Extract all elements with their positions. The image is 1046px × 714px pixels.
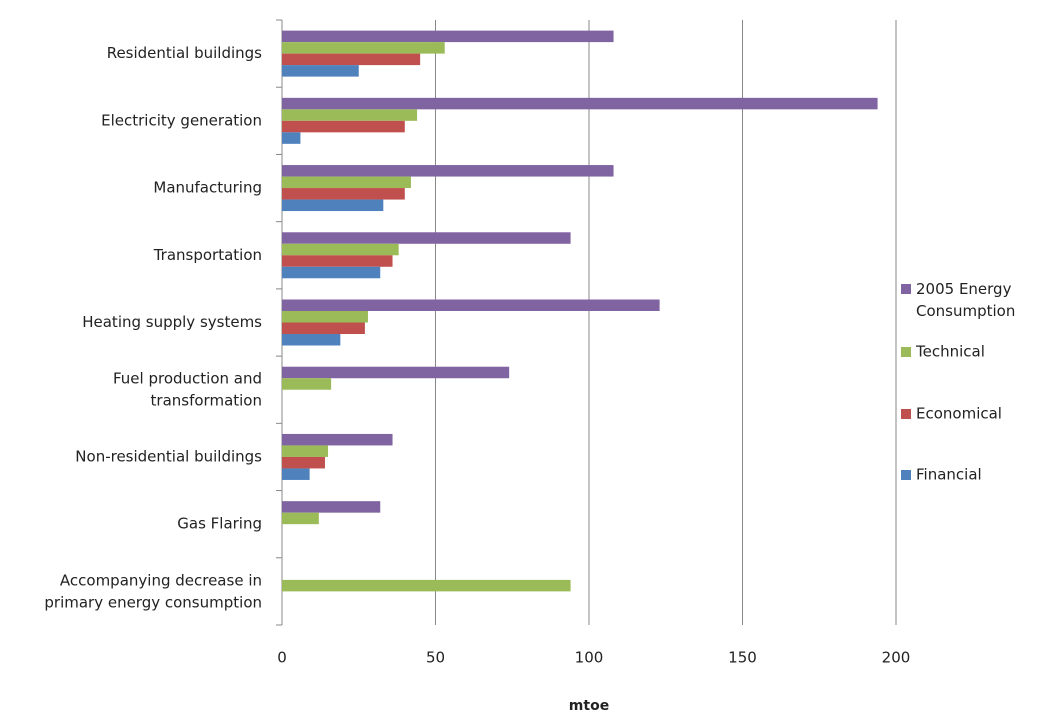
bar (282, 512, 319, 525)
y-tick-label: Electricity generation (101, 111, 262, 129)
bar (282, 322, 365, 334)
y-tick-label: Non-residential buildings (75, 447, 262, 465)
y-tick-label: Accompanying decrease in primary energy c… (44, 571, 262, 611)
y-tick-label: Transportation (153, 246, 262, 264)
x-tick-label: 100 (575, 649, 604, 667)
bar (282, 132, 301, 144)
x-tick-label: 0 (277, 649, 287, 667)
bar (282, 53, 421, 66)
bar (282, 299, 660, 311)
x-tick-label: 200 (882, 649, 911, 667)
bar (282, 311, 368, 323)
bar (282, 468, 310, 480)
legend-label: Financial (916, 466, 982, 484)
bar (282, 65, 359, 77)
bar (282, 266, 381, 279)
bar (282, 501, 381, 513)
bar (282, 42, 445, 54)
x-tick-label: 150 (728, 649, 757, 667)
bar (282, 120, 405, 133)
bar (282, 188, 405, 200)
bar (282, 232, 571, 244)
bar (282, 199, 384, 212)
y-tick-label: Fuel production and transformation (113, 369, 262, 409)
legend-label: 2005 Energy Consumption (916, 280, 1015, 320)
legend-swatch (901, 284, 911, 294)
x-tick-label: 50 (426, 649, 445, 667)
y-tick-label: Heating supply systems (82, 313, 262, 331)
bar (282, 97, 878, 110)
bar (282, 378, 332, 390)
bar (282, 255, 393, 267)
bar (282, 456, 325, 469)
legend-swatch (901, 409, 911, 419)
bar (282, 445, 329, 457)
bar (282, 176, 411, 189)
bar (282, 334, 341, 346)
legend-swatch (901, 347, 911, 357)
legend-label: Technical (915, 343, 985, 361)
bar (282, 579, 571, 592)
y-tick-label: Manufacturing (153, 179, 262, 197)
legend-label: Economical (916, 405, 1002, 423)
bar (282, 366, 510, 379)
bar (282, 165, 614, 177)
legend-swatch (901, 470, 911, 480)
bar (282, 433, 393, 446)
bar (282, 243, 399, 256)
bar (282, 30, 614, 43)
y-tick-label: Gas Flaring (177, 515, 262, 533)
x-axis-label: mtoe (569, 698, 609, 714)
bar (282, 109, 418, 121)
y-tick-label: Residential buildings (107, 44, 262, 62)
